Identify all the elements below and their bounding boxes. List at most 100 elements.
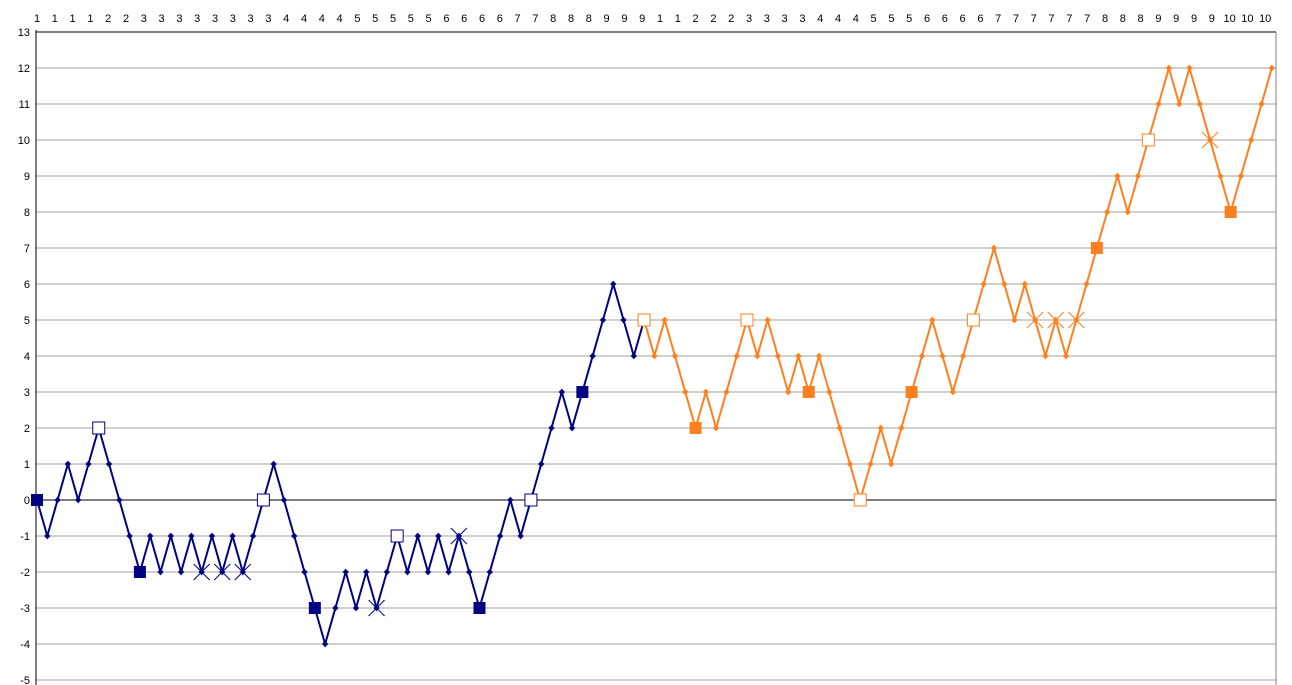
top-tick-label: 10 bbox=[1241, 13, 1253, 25]
x-marker bbox=[193, 563, 210, 581]
open-square-marker bbox=[390, 529, 404, 543]
open-square-marker bbox=[92, 421, 106, 435]
y-tick-label: 10 bbox=[18, 135, 30, 147]
series-1-point bbox=[188, 532, 195, 540]
top-tick-label: 2 bbox=[710, 13, 716, 25]
filled-square-marker bbox=[473, 602, 486, 614]
series-2-point bbox=[1021, 280, 1029, 288]
y-tick-label: 5 bbox=[24, 315, 30, 327]
series-2-point bbox=[867, 460, 874, 468]
series-1-point bbox=[517, 532, 524, 540]
top-tick-label: 6 bbox=[942, 13, 948, 25]
top-tick-label: 7 bbox=[1049, 13, 1055, 25]
series-1-point bbox=[44, 532, 51, 540]
top-tick-label: 9 bbox=[1155, 13, 1161, 25]
top-tick-label: 3 bbox=[212, 13, 218, 25]
series-1-point bbox=[177, 568, 185, 576]
y-tick-label: -3 bbox=[20, 603, 30, 615]
series-1-point bbox=[558, 388, 565, 396]
top-tick-label: 4 bbox=[853, 13, 859, 25]
series-1-point bbox=[507, 496, 514, 504]
top-tick-label: 8 bbox=[1120, 13, 1126, 25]
series-1-point bbox=[126, 532, 133, 540]
top-tick-label: 8 bbox=[568, 13, 574, 25]
open-square-marker bbox=[966, 313, 980, 327]
series-2-point bbox=[877, 424, 884, 432]
top-tick-label: 7 bbox=[515, 13, 521, 25]
y-tick-label: 11 bbox=[19, 99, 30, 111]
top-tick-label: 5 bbox=[354, 13, 360, 25]
series-2-point bbox=[661, 316, 668, 324]
top-tick-label: 4 bbox=[835, 13, 841, 25]
y-tick-label: 8 bbox=[24, 207, 30, 219]
filled-square-marker bbox=[576, 386, 589, 398]
series-2-point bbox=[887, 460, 895, 468]
top-tick-label: 8 bbox=[550, 13, 556, 25]
top-tick-label: 3 bbox=[176, 13, 182, 25]
top-tick-label: 4 bbox=[301, 13, 307, 25]
x-marker bbox=[213, 563, 231, 581]
top-tick-label: 6 bbox=[960, 13, 966, 25]
series-2-point bbox=[1175, 100, 1183, 108]
y-tick-label: 3 bbox=[24, 387, 30, 399]
series-2-point bbox=[1217, 172, 1224, 180]
series-1-point bbox=[383, 568, 391, 576]
series-1-point bbox=[548, 424, 555, 432]
y-tick-label: 6 bbox=[24, 279, 30, 291]
series-1-point bbox=[64, 460, 72, 468]
series-2-point bbox=[990, 244, 998, 252]
series-1-point bbox=[116, 496, 123, 504]
y-tick-label: 4 bbox=[24, 351, 30, 363]
top-tick-label: 9 bbox=[621, 13, 627, 25]
y-tick-label: -2 bbox=[20, 567, 30, 579]
y-tick-label: 7 bbox=[24, 243, 30, 255]
series-1-point bbox=[352, 604, 360, 612]
series-2-point bbox=[1268, 64, 1275, 72]
top-tick-label: 5 bbox=[426, 13, 432, 25]
top-tick-label: 5 bbox=[408, 13, 414, 25]
top-tick-label: 7 bbox=[1013, 13, 1019, 25]
top-tick-label: 4 bbox=[817, 13, 823, 25]
series-2-point bbox=[774, 352, 782, 360]
x-marker bbox=[1067, 311, 1085, 329]
series-1-point bbox=[105, 460, 113, 468]
y-tick-label: -5 bbox=[20, 675, 30, 685]
filled-square-marker bbox=[308, 602, 321, 614]
top-tick-label: 8 bbox=[1138, 13, 1144, 25]
series-1-point bbox=[208, 532, 216, 540]
x-marker bbox=[234, 563, 252, 581]
top-tick-label: 8 bbox=[586, 13, 592, 25]
top-tick-label: 5 bbox=[390, 13, 396, 25]
top-tick-label: 6 bbox=[479, 13, 485, 25]
top-tick-label: 3 bbox=[265, 13, 271, 25]
y-tick-label: 0 bbox=[24, 495, 30, 507]
top-tick-label: 7 bbox=[1031, 13, 1037, 25]
series-1-point bbox=[229, 532, 236, 540]
series-1-point bbox=[146, 532, 154, 540]
series-1-point bbox=[332, 604, 339, 612]
series-1-point bbox=[599, 316, 607, 324]
top-tick-label: 9 bbox=[1173, 13, 1179, 25]
top-tick-label: 2 bbox=[728, 13, 734, 25]
series-1-point bbox=[568, 424, 576, 432]
series-1-point bbox=[85, 460, 92, 468]
top-tick-label: 7 bbox=[995, 13, 1001, 25]
top-tick-label: 2 bbox=[693, 13, 699, 25]
top-tick-label: 6 bbox=[497, 13, 503, 25]
series-2-point bbox=[723, 388, 730, 396]
series-2-point bbox=[1196, 100, 1203, 108]
series-1-point bbox=[435, 532, 442, 540]
series-2-point bbox=[795, 352, 802, 360]
series-2-point bbox=[1001, 280, 1008, 288]
series-2-point bbox=[1134, 172, 1142, 180]
top-tick-label: 7 bbox=[1084, 13, 1090, 25]
top-tick-label: 1 bbox=[70, 13, 76, 25]
top-tick-label: 1 bbox=[675, 13, 681, 25]
series-2-point bbox=[980, 280, 987, 288]
top-tick-label: 3 bbox=[746, 13, 752, 25]
series-2-point bbox=[651, 352, 658, 360]
